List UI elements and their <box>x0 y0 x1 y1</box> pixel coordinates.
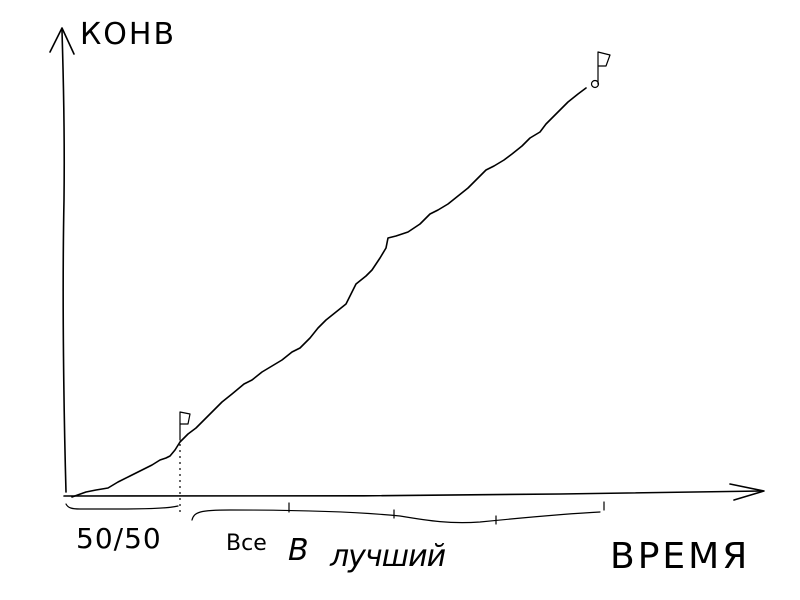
final-flag-base <box>590 79 600 89</box>
rest-phase-bracket <box>191 509 601 524</box>
y-axis-line <box>61 29 67 493</box>
rest-word-label: лучший <box>329 539 446 574</box>
y-axis-label: КОНВ <box>80 17 176 52</box>
x-axis-arrowhead <box>729 483 765 501</box>
first-flag-icon <box>179 411 191 441</box>
split-test-label: 50/50 <box>76 522 162 555</box>
y-axis-arrowhead <box>49 27 75 55</box>
x-axis-line <box>63 490 763 498</box>
split-phase-bracket <box>65 503 179 510</box>
x-axis-label: ВРЕМЯ <box>610 536 750 577</box>
rest-prefix-label: В <box>288 533 308 568</box>
all-in-label: Все <box>226 531 267 556</box>
final-flag-icon <box>597 51 611 85</box>
conversion-growth-curve <box>71 87 587 498</box>
